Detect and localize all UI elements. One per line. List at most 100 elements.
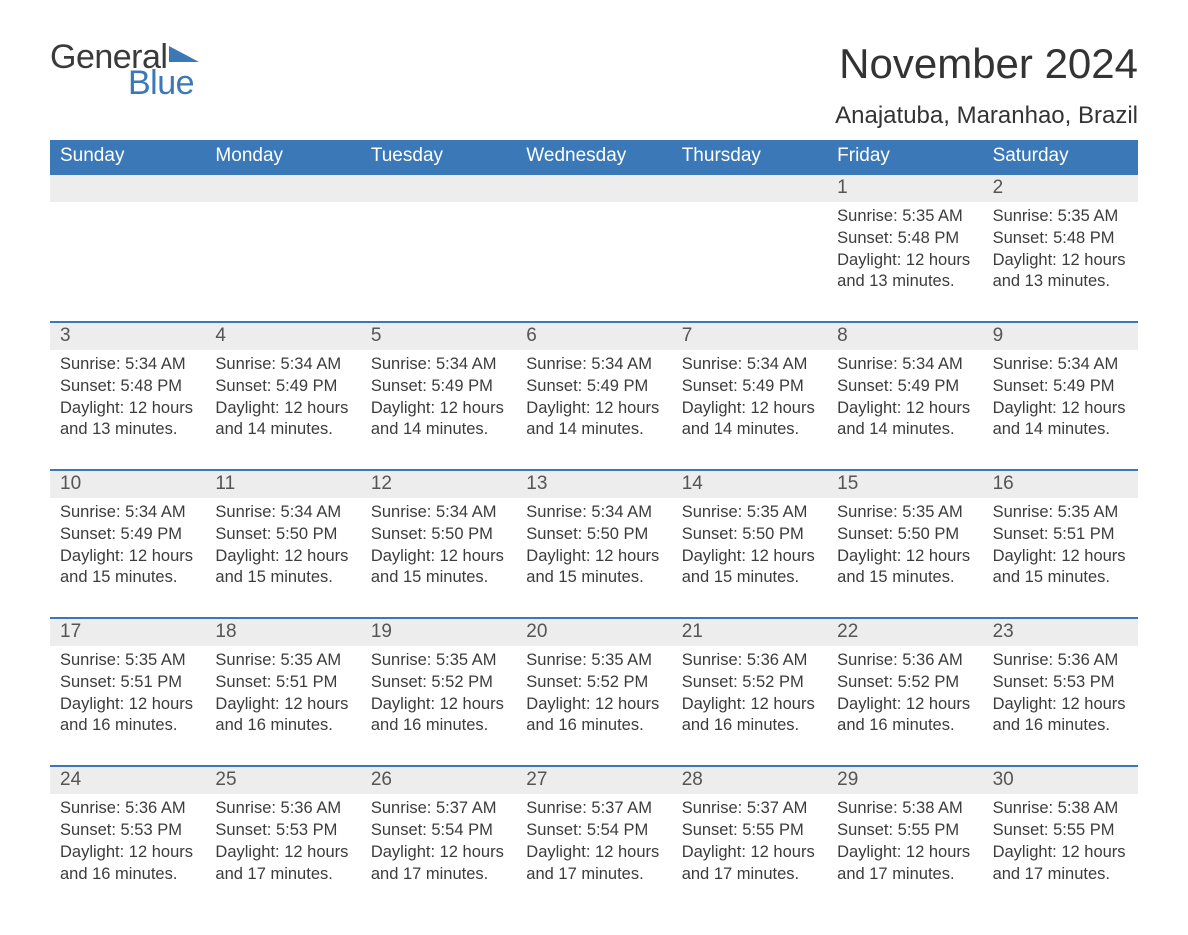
daylight-text: Daylight: 12 hours and 14 minutes. [215,398,350,442]
sunset-text: Sunset: 5:50 PM [837,524,972,546]
weekday-header: Sunday [50,140,205,173]
day-cell: Sunrise: 5:35 AMSunset: 5:51 PMDaylight:… [50,646,205,765]
sunset-text: Sunset: 5:48 PM [993,228,1128,250]
day-number: 24 [50,767,205,794]
sunset-text: Sunset: 5:49 PM [682,376,817,398]
day-number: 6 [516,323,671,350]
day-cell: Sunrise: 5:35 AMSunset: 5:52 PMDaylight:… [516,646,671,765]
calendar: SundayMondayTuesdayWednesdayThursdayFrid… [50,140,1138,895]
day-number: 2 [983,175,1138,202]
sunset-text: Sunset: 5:55 PM [837,820,972,842]
day-number: 21 [672,619,827,646]
week-row: Sunrise: 5:34 AMSunset: 5:49 PMDaylight:… [50,498,1138,617]
day-cell: Sunrise: 5:34 AMSunset: 5:49 PMDaylight:… [516,350,671,469]
sunrise-text: Sunrise: 5:34 AM [526,502,661,524]
day-number: 22 [827,619,982,646]
sunset-text: Sunset: 5:52 PM [837,672,972,694]
week-row: Sunrise: 5:34 AMSunset: 5:48 PMDaylight:… [50,350,1138,469]
day-cell: Sunrise: 5:34 AMSunset: 5:50 PMDaylight:… [361,498,516,617]
day-cell: Sunrise: 5:35 AMSunset: 5:51 PMDaylight:… [983,498,1138,617]
title-block: November 2024 Anajatuba, Maranhao, Brazi… [835,40,1138,130]
sunrise-text: Sunrise: 5:36 AM [682,650,817,672]
day-number: 5 [361,323,516,350]
weekday-header: Tuesday [361,140,516,173]
day-number-row: 3456789 [50,321,1138,350]
sunrise-text: Sunrise: 5:35 AM [993,206,1128,228]
day-number-row: 12 [50,173,1138,202]
daylight-text: Daylight: 12 hours and 16 minutes. [837,694,972,738]
sunrise-text: Sunrise: 5:35 AM [371,650,506,672]
sunset-text: Sunset: 5:49 PM [60,524,195,546]
daylight-text: Daylight: 12 hours and 17 minutes. [371,842,506,886]
week-row: Sunrise: 5:35 AMSunset: 5:48 PMDaylight:… [50,202,1138,321]
sunset-text: Sunset: 5:48 PM [60,376,195,398]
month-title: November 2024 [835,40,1138,88]
sunset-text: Sunset: 5:51 PM [60,672,195,694]
daylight-text: Daylight: 12 hours and 15 minutes. [371,546,506,590]
day-cell: Sunrise: 5:38 AMSunset: 5:55 PMDaylight:… [827,794,982,895]
day-cell: Sunrise: 5:35 AMSunset: 5:51 PMDaylight:… [205,646,360,765]
sunrise-text: Sunrise: 5:34 AM [837,354,972,376]
sunrise-text: Sunrise: 5:37 AM [371,798,506,820]
sunset-text: Sunset: 5:52 PM [682,672,817,694]
day-number: 4 [205,323,360,350]
sunset-text: Sunset: 5:52 PM [371,672,506,694]
day-cell: Sunrise: 5:34 AMSunset: 5:50 PMDaylight:… [205,498,360,617]
daylight-text: Daylight: 12 hours and 16 minutes. [682,694,817,738]
week-row: Sunrise: 5:35 AMSunset: 5:51 PMDaylight:… [50,646,1138,765]
sunrise-text: Sunrise: 5:36 AM [837,650,972,672]
daylight-text: Daylight: 12 hours and 16 minutes. [60,842,195,886]
day-number: 20 [516,619,671,646]
day-cell: Sunrise: 5:36 AMSunset: 5:53 PMDaylight:… [983,646,1138,765]
sunrise-text: Sunrise: 5:34 AM [215,502,350,524]
day-cell: Sunrise: 5:37 AMSunset: 5:55 PMDaylight:… [672,794,827,895]
daylight-text: Daylight: 12 hours and 17 minutes. [837,842,972,886]
daylight-text: Daylight: 12 hours and 15 minutes. [837,546,972,590]
daylight-text: Daylight: 12 hours and 17 minutes. [215,842,350,886]
daylight-text: Daylight: 12 hours and 14 minutes. [993,398,1128,442]
sunset-text: Sunset: 5:48 PM [837,228,972,250]
day-number: 19 [361,619,516,646]
sunset-text: Sunset: 5:50 PM [215,524,350,546]
sunset-text: Sunset: 5:55 PM [993,820,1128,842]
day-number: 15 [827,471,982,498]
daylight-text: Daylight: 12 hours and 13 minutes. [60,398,195,442]
sunset-text: Sunset: 5:52 PM [526,672,661,694]
day-cell: Sunrise: 5:34 AMSunset: 5:49 PMDaylight:… [827,350,982,469]
day-cell: Sunrise: 5:37 AMSunset: 5:54 PMDaylight:… [516,794,671,895]
sunset-text: Sunset: 5:49 PM [371,376,506,398]
day-cell: Sunrise: 5:35 AMSunset: 5:50 PMDaylight:… [672,498,827,617]
day-cell [516,202,671,321]
day-cell: Sunrise: 5:35 AMSunset: 5:48 PMDaylight:… [827,202,982,321]
daylight-text: Daylight: 12 hours and 17 minutes. [526,842,661,886]
daylight-text: Daylight: 12 hours and 14 minutes. [682,398,817,442]
day-number: 3 [50,323,205,350]
sunrise-text: Sunrise: 5:36 AM [60,798,195,820]
day-cell: Sunrise: 5:36 AMSunset: 5:53 PMDaylight:… [205,794,360,895]
weekday-header: Wednesday [516,140,671,173]
day-number: 13 [516,471,671,498]
week-row: Sunrise: 5:36 AMSunset: 5:53 PMDaylight:… [50,794,1138,895]
daylight-text: Daylight: 12 hours and 13 minutes. [993,250,1128,294]
day-cell: Sunrise: 5:35 AMSunset: 5:50 PMDaylight:… [827,498,982,617]
sunset-text: Sunset: 5:51 PM [215,672,350,694]
day-number: 25 [205,767,360,794]
day-cell: Sunrise: 5:34 AMSunset: 5:50 PMDaylight:… [516,498,671,617]
day-number: 27 [516,767,671,794]
day-number: 10 [50,471,205,498]
day-cell [50,202,205,321]
sunset-text: Sunset: 5:50 PM [526,524,661,546]
daylight-text: Daylight: 12 hours and 14 minutes. [526,398,661,442]
day-cell: Sunrise: 5:38 AMSunset: 5:55 PMDaylight:… [983,794,1138,895]
sunrise-text: Sunrise: 5:35 AM [215,650,350,672]
weekday-header: Thursday [672,140,827,173]
sunrise-text: Sunrise: 5:36 AM [993,650,1128,672]
day-number: 12 [361,471,516,498]
sunset-text: Sunset: 5:53 PM [60,820,195,842]
sunrise-text: Sunrise: 5:37 AM [682,798,817,820]
sunset-text: Sunset: 5:50 PM [682,524,817,546]
day-cell: Sunrise: 5:37 AMSunset: 5:54 PMDaylight:… [361,794,516,895]
sunrise-text: Sunrise: 5:35 AM [837,502,972,524]
daylight-text: Daylight: 12 hours and 16 minutes. [371,694,506,738]
daylight-text: Daylight: 12 hours and 15 minutes. [60,546,195,590]
